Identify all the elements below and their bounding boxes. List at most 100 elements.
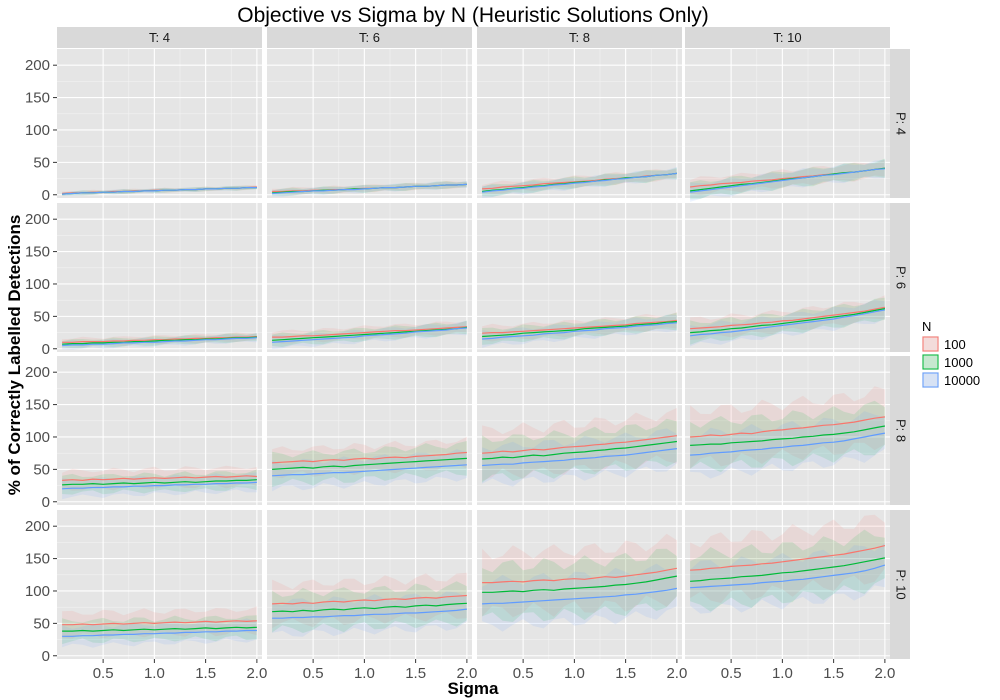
panel-background [57,356,262,505]
legend-label-100: 100 [944,337,966,352]
y-tick-label: 50 [33,461,50,478]
legend-key-100 [922,336,939,352]
series-line-100 [482,435,677,454]
series-band-1000 [690,529,885,612]
series-line-10000 [62,337,257,347]
legend-key-bg [922,336,939,352]
x-tick-label: 2.0 [874,665,895,682]
legend-title: N [922,319,931,334]
panel-background [57,510,262,659]
series-line-10000 [62,187,257,195]
panel-background [477,356,682,505]
y-tick-label: 50 [33,615,50,632]
series-band-100 [272,436,467,479]
series-band-1000 [482,548,677,622]
series-line-1000 [62,336,257,345]
series-line-10000 [690,564,886,589]
series-line-100 [482,319,677,334]
panel-background [57,203,262,352]
series-line-100 [272,451,467,464]
facet-strip-row [890,203,910,352]
y-tick-label: 0 [42,187,50,204]
series-band-1000 [272,581,467,633]
series-line-10000 [690,432,886,456]
series-line-10000 [690,168,885,193]
series-line-10000 [482,172,677,193]
series-line-10000 [272,608,467,619]
y-tick-label: 0 [42,648,50,665]
y-tick-label: 150 [25,244,50,261]
facet-strip-col [57,27,262,48]
series-line-100 [482,567,678,584]
series-band-100 [690,514,885,603]
y-tick-label: 150 [25,90,50,107]
y-tick-label: 50 [33,154,50,171]
series-line-1000 [62,479,257,486]
series-line-1000 [482,321,677,338]
series-line-100 [272,326,467,338]
y-tick-label: 0 [42,341,50,358]
y-tick-label: 100 [25,276,50,293]
series-line-100 [690,545,886,571]
series-band-10000 [690,542,885,614]
facet-strip-col-label: T: 10 [773,30,801,45]
series-line-10000 [482,448,677,467]
facet-strip-col [685,27,890,48]
panel-background [477,49,682,198]
y-tick-label: 200 [25,57,50,74]
facet-strip-row-label: P: 4 [894,112,909,135]
series-line-100 [690,416,885,438]
facet-strip-col-label: T: 8 [569,30,590,45]
chart-title: Objective vs Sigma by N (Heuristic Solut… [237,4,709,27]
y-tick-label: 200 [25,211,50,228]
series-band-10000 [690,159,885,202]
series-band-10000 [272,449,467,492]
series-line-100 [690,306,886,330]
legend-key-bg [922,354,939,370]
legend-key-10000 [922,372,939,388]
x-tick-label: 1.5 [195,665,216,682]
x-tick-label: 1.0 [354,665,375,682]
series-band-10000 [690,411,885,479]
x-tick-label: 0.5 [721,665,742,682]
series-line-10000 [272,183,467,195]
series-line-100 [62,620,257,626]
x-tick-label: 1.5 [615,665,636,682]
legend-key-1000 [922,354,939,370]
series-line-100 [272,594,467,605]
facet-strip-col [477,27,682,48]
series-line-1000 [690,425,886,446]
facet-strip-col-label: T: 6 [359,30,380,45]
x-tick-label: 1.0 [564,665,585,682]
legend-key-bg [922,372,939,388]
y-tick-label: 200 [25,518,50,535]
panel-background [685,510,890,659]
series-band-100 [690,386,885,469]
x-tick-label: 0.5 [93,665,114,682]
y-tick-label: 150 [25,397,50,414]
series-line-1000 [272,602,467,613]
series-line-10000 [272,327,467,343]
x-tick-label: 1.5 [405,665,426,682]
x-tick-label: 1.5 [823,665,844,682]
panel-background [685,49,890,198]
series-line-1000 [272,457,467,470]
panel-background [477,510,682,659]
panel-background [57,49,262,198]
panel-background [267,510,472,659]
series-band-100 [482,533,677,618]
series-line-1000 [690,557,886,582]
series-line-100 [62,475,257,482]
y-tick-label: 100 [25,122,50,139]
series-line-10000 [62,629,257,637]
series-line-10000 [690,309,886,337]
x-tick-label: 0.5 [303,665,324,682]
panel-background [267,49,472,198]
x-tick-label: 1.0 [144,665,165,682]
x-tick-label: 2.0 [666,665,687,682]
series-line-10000 [482,322,677,340]
y-tick-label: 0 [42,494,50,511]
facet-strip-row-label: P: 8 [894,419,909,442]
facet-strip-row [890,510,910,659]
